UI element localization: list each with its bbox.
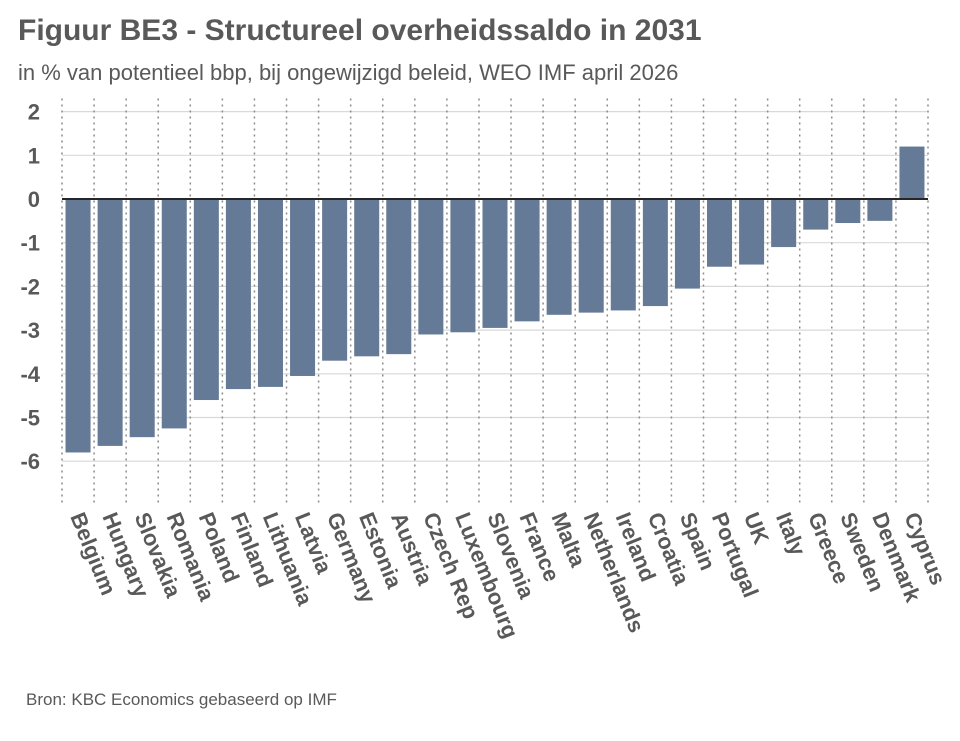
bar-slovenia <box>482 199 508 328</box>
bar-malta <box>546 199 572 315</box>
bar-estonia <box>354 199 380 357</box>
chart-title: Figuur BE3 - Structureel overheidssaldo … <box>18 14 702 47</box>
bar-netherlands <box>578 199 604 313</box>
y-tick-label: -4 <box>20 362 40 387</box>
bar-greece <box>803 199 829 230</box>
y-axis: 2 1 0 -1 -2 -3 -4 -5 -6 <box>20 100 40 475</box>
bar-cyprus <box>899 146 925 199</box>
bar-czech-rep <box>418 199 444 335</box>
bar-sweden <box>835 199 861 224</box>
bar-france <box>514 199 540 322</box>
bar-romania <box>161 199 187 429</box>
bar-belgium <box>65 199 91 453</box>
bar-spain <box>674 199 700 289</box>
bar-austria <box>386 199 412 355</box>
bars <box>65 146 925 453</box>
bar-chart: 2 1 0 -1 -2 -3 -4 -5 -6 BelgiumHungarySlovakiaRo… <box>20 98 951 642</box>
bar-luxembourg <box>450 199 476 333</box>
chart-source: Bron: KBC Economics gebaseerd op IMF <box>26 690 337 709</box>
bar-finland <box>225 199 251 390</box>
y-tick-label: -1 <box>20 231 40 256</box>
bar-portugal <box>707 199 733 267</box>
bar-latvia <box>290 199 316 376</box>
y-tick-label: -2 <box>20 274 40 299</box>
y-tick-label: -3 <box>20 318 40 343</box>
y-tick-label: -6 <box>20 449 40 474</box>
bar-italy <box>771 199 797 248</box>
y-tick-label: 1 <box>28 143 40 168</box>
x-axis: BelgiumHungarySlovakiaRomaniaPolandFinla… <box>65 509 950 642</box>
bar-germany <box>322 199 348 361</box>
y-tick-label: 2 <box>28 100 40 125</box>
y-tick-label: 0 <box>28 187 40 212</box>
bar-denmark <box>867 199 893 221</box>
bar-hungary <box>97 199 123 446</box>
y-tick-label: -5 <box>20 406 40 431</box>
bar-poland <box>193 199 219 401</box>
bar-slovakia <box>129 199 155 438</box>
bar-lithuania <box>257 199 283 387</box>
chart-subtitle: in % van potentieel bbp, bij ongewijzigd… <box>18 60 679 85</box>
bar-uk <box>739 199 765 265</box>
bar-ireland <box>610 199 636 311</box>
bar-croatia <box>642 199 668 307</box>
